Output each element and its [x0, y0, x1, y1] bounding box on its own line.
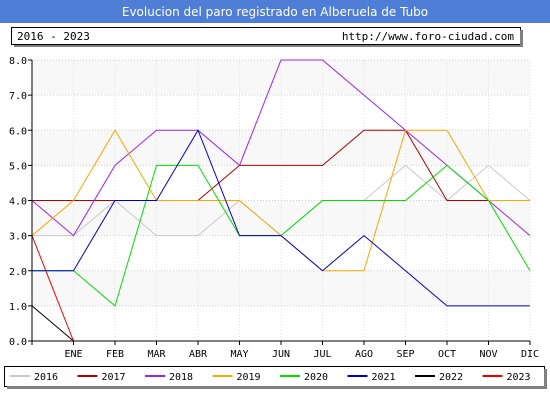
chart-title: Evolucion del paro registrado en Alberue…	[122, 5, 428, 19]
x-tick-label: ENE	[64, 349, 82, 360]
legend-label-2022: 2022	[439, 372, 463, 383]
y-tick-label: 7.0	[9, 91, 27, 102]
legend-label-2016: 2016	[34, 372, 58, 383]
y-tick-label: 0.0	[9, 337, 27, 348]
series-line-2022	[31, 305, 74, 342]
x-tick-label: DIC	[521, 349, 539, 360]
y-axis-ticks: 0.0 1.0 2.0 3.0 4.0 5.0 6.0 7.0 8.0	[9, 56, 32, 348]
y-tick-label: 2.0	[9, 267, 27, 278]
info-box-shadow-right	[520, 30, 523, 47]
y-tick-label: 1.0	[9, 302, 27, 313]
info-box-shadow-bottom	[14, 45, 523, 47]
legend-items: 2016 2017 2018 2019 2020 2021 2022 2023	[10, 372, 531, 383]
x-axis-ticks: ENE FEB MAR ABR MAY JUN JUL AGO SEP OCT NOV DIC	[31, 341, 539, 360]
legend-label-2019: 2019	[237, 372, 261, 383]
grid-band	[32, 305, 530, 341]
series-line-2023	[31, 235, 74, 342]
x-tick-label: JUN	[272, 349, 290, 360]
y-tick-label: 5.0	[9, 161, 27, 172]
x-tick-label: OCT	[438, 349, 456, 360]
x-tick-label: NOV	[479, 349, 497, 360]
legend-label-2023: 2023	[507, 372, 531, 383]
x-tick-label: FEB	[106, 349, 124, 360]
legend-label-2018: 2018	[169, 372, 193, 383]
y-tick-label: 4.0	[9, 197, 27, 208]
title-bar	[0, 0, 550, 23]
x-tick-label: JUL	[313, 349, 331, 360]
x-tick-label: AGO	[355, 349, 373, 360]
grid-band	[32, 95, 530, 131]
plot-area: 0.0 1.0 2.0 3.0 4.0 5.0 6.0 7.0 8.0 ENE FEB MAR ABR…	[9, 56, 539, 360]
grid-lines	[32, 59, 531, 341]
legend: 2016 2017 2018 2019 2020 2021 2022 2023	[4, 366, 547, 389]
period-label: 2016 - 2023	[17, 30, 90, 43]
x-tick-label: SEP	[396, 349, 414, 360]
legend-label-2021: 2021	[372, 372, 396, 383]
x-tick-label: MAR	[147, 349, 166, 360]
legend-shadow-right	[544, 369, 547, 389]
y-tick-label: 3.0	[9, 232, 27, 243]
y-tick-label: 8.0	[9, 56, 27, 67]
y-tick-label: 6.0	[9, 126, 27, 137]
x-tick-label: MAY	[230, 349, 248, 360]
legend-label-2020: 2020	[304, 372, 328, 383]
series-lines	[31, 59, 531, 342]
x-tick-label: ABR	[189, 349, 208, 360]
source-url[interactable]: http://www.foro-ciudad.com	[342, 30, 515, 43]
legend-label-2017: 2017	[102, 372, 126, 383]
series-line-2021	[32, 129, 530, 307]
legend-shadow-bottom	[7, 386, 547, 389]
